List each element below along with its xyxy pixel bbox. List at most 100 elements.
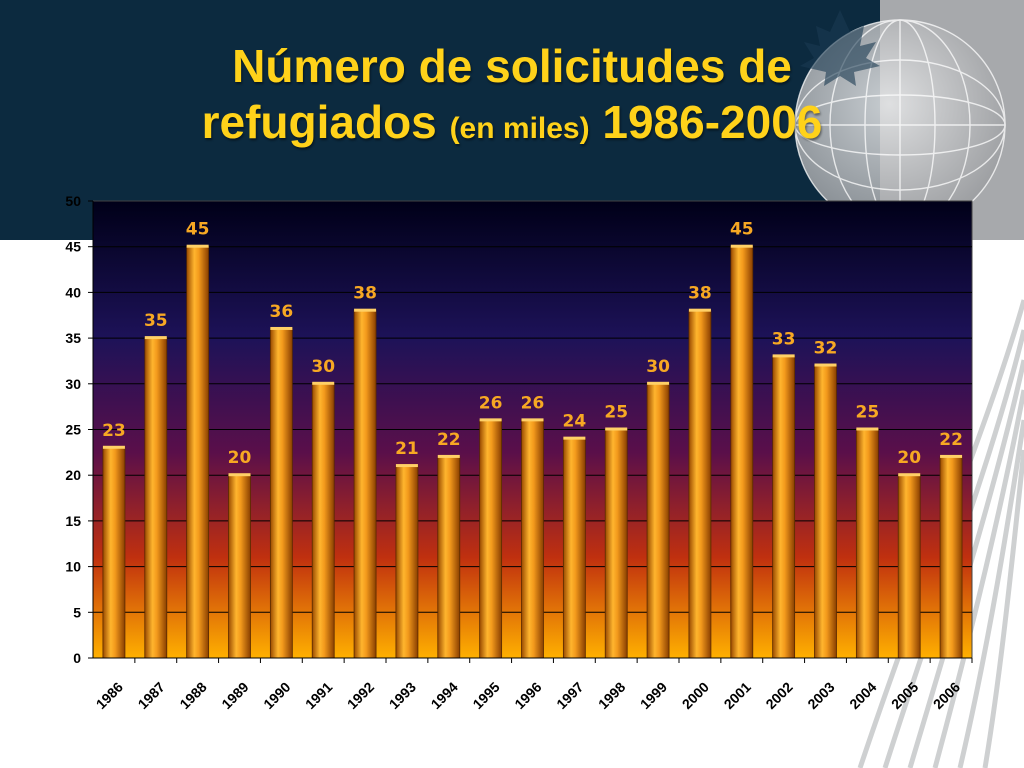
bar-1996 [521, 419, 544, 659]
data-label-1996: 26 [521, 393, 545, 413]
bar-top-highlight [144, 336, 167, 340]
bar-1994 [437, 456, 461, 659]
bar-top-highlight [228, 473, 251, 477]
y-tick-label: 25 [65, 422, 81, 438]
bar-1990 [269, 328, 293, 659]
bar-top-highlight [814, 363, 837, 367]
y-tick-label: 10 [65, 559, 81, 575]
x-tick-label: 2000 [679, 679, 712, 712]
data-label-1999: 30 [646, 357, 670, 377]
x-tick-label: 2005 [888, 679, 921, 712]
x-tick-label: 1993 [386, 679, 419, 712]
data-label-1986: 23 [102, 421, 126, 441]
x-tick-label: 1987 [135, 679, 168, 712]
data-label-1992: 38 [353, 284, 377, 304]
bar-top-highlight [730, 244, 753, 248]
y-tick-label: 0 [73, 650, 81, 666]
x-tick-label: 1994 [428, 679, 461, 712]
x-tick-label: 2001 [721, 679, 754, 712]
data-label-1995: 26 [479, 393, 503, 413]
title-line-1: Número de solicitudes de [232, 40, 792, 92]
data-label-2006: 22 [939, 430, 963, 450]
x-tick-label: 2006 [930, 679, 963, 712]
data-label-2001: 45 [730, 220, 754, 240]
bar-top-highlight [312, 381, 335, 385]
x-tick-label: 1996 [511, 679, 544, 712]
data-label-1988: 45 [186, 220, 210, 240]
data-label-1989: 20 [228, 448, 252, 468]
data-label-1998: 25 [604, 403, 628, 423]
bar-top-highlight [605, 427, 628, 431]
x-tick-label: 1998 [595, 679, 628, 712]
data-label-2002: 33 [772, 329, 796, 349]
bar-2005 [897, 474, 921, 659]
bar-1991 [311, 383, 335, 659]
y-tick-label: 50 [65, 193, 81, 209]
bar-top-highlight [186, 244, 209, 248]
data-label-1993: 21 [395, 439, 419, 459]
x-tick-label: 1991 [302, 679, 335, 712]
bar-1987 [144, 337, 168, 659]
bar-top-highlight [521, 418, 544, 422]
x-tick-label: 1988 [176, 679, 209, 712]
y-tick-label: 45 [65, 239, 81, 255]
y-tick-label: 15 [65, 513, 81, 529]
bar-top-highlight [563, 436, 586, 440]
bar-top-highlight [647, 381, 670, 385]
slide-title: Número de solicitudes de refugiados (en … [80, 38, 944, 157]
title-unit: (en miles) [449, 112, 590, 145]
bar-1992 [353, 310, 377, 659]
title-years: 1986-2006 [602, 96, 823, 148]
bar-1989 [228, 474, 251, 659]
bar-top-highlight [102, 445, 125, 449]
bar-top-highlight [395, 464, 418, 468]
bar-top-highlight [898, 473, 921, 477]
bars [102, 244, 963, 659]
bar-2001 [730, 246, 754, 659]
x-tick-label: 1999 [637, 679, 670, 712]
x-tick-label: 2003 [804, 679, 837, 712]
data-labels: 23 35 45 20 36 30 38 21 22 26 26 24 25 30 38 45 33 32 25 20… [102, 220, 963, 469]
data-label-2004: 25 [856, 403, 880, 423]
bar-2000 [688, 310, 712, 659]
x-tick-label: 1986 [93, 679, 126, 712]
bar-top-highlight [437, 454, 460, 458]
data-label-1990: 36 [270, 302, 294, 322]
data-label-2000: 38 [688, 284, 712, 304]
bar-1999 [646, 383, 670, 659]
bar-2003 [814, 365, 837, 659]
y-tick-label: 20 [65, 467, 81, 483]
bar-1993 [395, 465, 419, 659]
bar-1997 [562, 438, 586, 659]
bar-1995 [479, 419, 503, 659]
x-tick-label: 1995 [469, 679, 502, 712]
title-main-word: refugiados [201, 96, 437, 148]
x-tick-label: 2004 [846, 679, 879, 712]
bar-2004 [855, 429, 879, 659]
x-tick-label: 2002 [762, 679, 795, 712]
bar-1986 [102, 447, 126, 659]
bar-top-highlight [772, 354, 795, 358]
data-label-1991: 30 [311, 357, 335, 377]
data-label-2003: 32 [814, 339, 838, 359]
bar-top-highlight [270, 326, 293, 330]
y-tick-label: 30 [65, 376, 81, 392]
maple-leaf-icon [800, 10, 880, 86]
y-tick-label: 40 [65, 284, 81, 300]
x-tick-label: 1989 [218, 679, 251, 712]
data-label-2005: 20 [897, 448, 921, 468]
bar-top-highlight [354, 308, 377, 312]
y-tick-label: 35 [65, 330, 81, 346]
y-tick-label: 5 [73, 604, 81, 620]
x-axis: 1986 1987 1988 1989 1990 1991 1992 1993 1994 1995… [93, 657, 973, 712]
bar-top-highlight [856, 427, 879, 431]
x-tick-label: 1990 [260, 679, 293, 712]
title-line-2: refugiados (en miles) 1986-2006 [80, 94, 944, 157]
bar-top-highlight [479, 418, 502, 422]
data-label-1987: 35 [144, 311, 168, 331]
x-tick-label: 1997 [553, 679, 586, 712]
bar-2006 [939, 456, 963, 659]
data-label-1997: 24 [563, 412, 587, 432]
